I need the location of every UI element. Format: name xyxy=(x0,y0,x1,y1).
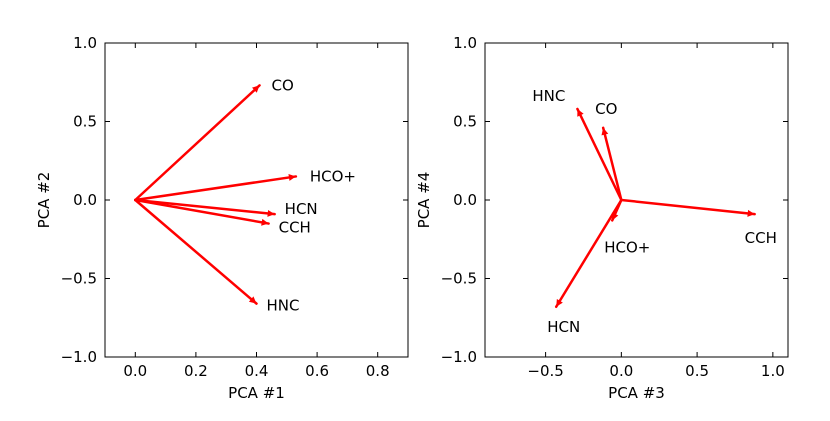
x-tick-label: −0.5 xyxy=(527,362,563,380)
y-tick-label: 0.5 xyxy=(73,113,97,131)
y-tick-label: −1.0 xyxy=(441,348,477,366)
y-tick-label: 0.0 xyxy=(73,191,97,209)
x-axis-label: PCA #3 xyxy=(608,384,665,402)
vector-hcn-arrowhead xyxy=(556,298,563,307)
vector-label-hco-plus: HCO+ xyxy=(604,238,650,256)
vector-co-arrowhead xyxy=(601,127,609,136)
vector-hnc xyxy=(576,107,623,202)
x-axis-label: PCA #1 xyxy=(228,384,285,402)
vector-label-co: CO xyxy=(272,76,294,94)
y-tick-label: 0.0 xyxy=(453,191,477,209)
vector-label-cch: CCH xyxy=(279,219,311,237)
x-tick-label: 0.4 xyxy=(245,362,269,380)
x-tick-label: 0.0 xyxy=(609,362,633,380)
vector-label-cch: CCH xyxy=(745,229,777,247)
vector-co-arrowhead xyxy=(252,85,260,93)
x-tick-label: 0.5 xyxy=(685,362,709,380)
y-tick-label: 0.5 xyxy=(453,113,477,131)
x-tick-label: 0.0 xyxy=(123,362,147,380)
y-tick-label: −0.5 xyxy=(441,270,477,288)
vector-cch-arrowhead xyxy=(261,218,269,226)
vector-cch xyxy=(620,198,756,216)
vector-cch xyxy=(134,198,270,225)
vector-label-hcn: HCN xyxy=(285,200,318,218)
y-tick-label: −1.0 xyxy=(61,348,97,366)
vector-label-hnc: HNC xyxy=(532,87,565,105)
vector-hnc-arrowhead xyxy=(248,296,257,304)
y-tick-label: 1.0 xyxy=(453,34,477,52)
plot-frame xyxy=(484,42,789,358)
vector-co xyxy=(601,126,623,202)
y-axis-label: PCA #2 xyxy=(35,172,53,229)
vector-hcn-arrowhead xyxy=(267,209,275,217)
vector-hnc xyxy=(134,198,258,305)
y-tick-label: 1.0 xyxy=(73,34,97,52)
x-tick-label: 0.8 xyxy=(366,362,390,380)
x-tick-label: 1.0 xyxy=(761,362,785,380)
vector-cch-arrowhead xyxy=(747,209,755,217)
vector-co xyxy=(134,84,261,202)
pca-1-vs-2-panel: 0.0 0.2 0.4 0.6 0.8 −1.0 −0.5 0.0 0.5 1.0 PCA #1 PC… xyxy=(35,34,409,402)
x-tick-label: 0.6 xyxy=(305,362,329,380)
vector-label-co: CO xyxy=(595,100,617,118)
vector-hco-plus xyxy=(134,175,298,202)
vector-hco-plus-arrowhead xyxy=(288,174,296,181)
x-tick-label: 0.2 xyxy=(184,362,208,380)
vector-hcn xyxy=(554,198,623,309)
vector-hcn xyxy=(134,198,276,216)
vector-hnc-arrowhead xyxy=(577,108,584,117)
y-tick-label: −0.5 xyxy=(61,270,97,288)
pca-3-vs-4-panel: −0.5 0.0 0.5 1.0 −1.0 −0.5 0.0 0.5 1.0 PCA #3 PCA … xyxy=(415,34,789,402)
vector-label-hco-plus: HCO+ xyxy=(310,167,356,185)
y-axis-label: PCA #4 xyxy=(415,172,433,229)
vector-label-hcn: HCN xyxy=(547,318,580,336)
vector-label-hnc: HNC xyxy=(267,297,300,315)
